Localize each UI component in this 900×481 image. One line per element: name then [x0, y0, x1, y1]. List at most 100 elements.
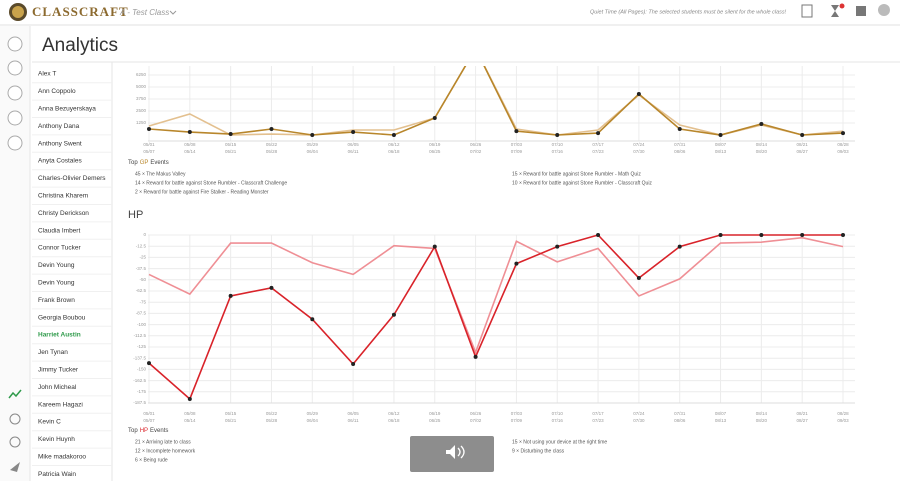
- student-name[interactable]: Kevin C: [38, 419, 61, 426]
- icon[interactable]: [856, 6, 866, 16]
- x-tick-label: 08/28: [837, 411, 849, 416]
- logo-text[interactable]: CLASSCRAFT: [32, 4, 129, 19]
- nav-icon[interactable]: [7, 135, 23, 151]
- nav-icon[interactable]: [7, 85, 23, 101]
- nav-help[interactable]: [9, 436, 21, 448]
- x-tick-label-end: 06/04: [307, 149, 319, 154]
- nav-icon[interactable]: [7, 36, 23, 52]
- icon[interactable]: [831, 5, 839, 17]
- student-name[interactable]: Kevin Huynh: [38, 436, 75, 443]
- point: [432, 244, 437, 249]
- x-tick-label: 08/07: [715, 142, 727, 147]
- student-name[interactable]: Christy Derickson: [38, 210, 89, 217]
- student-name[interactable]: John Micheal: [38, 384, 77, 391]
- event-item: 15 × Reward for battle against Stone Rum…: [512, 171, 641, 177]
- point: [555, 244, 560, 249]
- x-tick-label-end: 05/14: [184, 149, 196, 154]
- series: [148, 236, 844, 355]
- student-name[interactable]: Anthony Dana: [38, 123, 80, 130]
- x-tick-label: 05/29: [307, 411, 319, 416]
- events-title: Top HP Events: [128, 428, 168, 434]
- student-name[interactable]: Ann Coppolo: [38, 88, 76, 95]
- avatar[interactable]: [878, 4, 890, 16]
- student-name[interactable]: Frank Brown: [38, 297, 75, 304]
- student-name[interactable]: Harriet Austin: [38, 332, 81, 339]
- series-line: [148, 236, 844, 355]
- y-tick-label: -137.5: [133, 355, 146, 360]
- student-name[interactable]: Claudia Imbert: [38, 227, 80, 234]
- y-tick-label: -175: [137, 389, 147, 394]
- page-title: Analytics: [42, 35, 118, 56]
- x-tick-label: 08/14: [756, 142, 768, 147]
- events-title-stat: HP: [140, 428, 148, 434]
- point: [351, 130, 356, 135]
- x-tick-label-end: 09/03: [837, 149, 849, 154]
- x-tick-label-end: 09/03: [837, 418, 849, 423]
- student-name[interactable]: Anna Bezuyerskaya: [38, 106, 96, 113]
- logo-icon-inner: [12, 6, 24, 18]
- nav-analytics[interactable]: [8, 389, 22, 399]
- x-tick-label-end: 06/11: [348, 149, 359, 154]
- x-tick-label: 06/12: [388, 142, 400, 147]
- x-tick-label: 08/07: [715, 411, 727, 416]
- x-tick-label: 08/28: [837, 142, 849, 147]
- point: [310, 133, 315, 137]
- student-name[interactable]: Jimmy Tucker: [38, 367, 79, 374]
- x-tick-label: 07/03: [511, 142, 523, 147]
- x-tick-label-end: 08/13: [715, 418, 727, 423]
- point: [841, 233, 845, 237]
- x-tick-label: 06/19: [429, 411, 441, 416]
- events-title-suffix: Events: [150, 160, 168, 166]
- student-name[interactable]: Devin Young: [38, 280, 75, 287]
- student-name[interactable]: Anyta Costales: [38, 158, 82, 165]
- point: [147, 127, 151, 131]
- y-tick-label: -37.5: [136, 266, 147, 271]
- point: [636, 92, 641, 97]
- nav-icon[interactable]: [7, 110, 23, 126]
- point: [473, 354, 478, 359]
- x-tick-label-end: 05/07: [143, 149, 155, 154]
- series: [147, 233, 845, 401]
- student-name[interactable]: Christina Kharem: [38, 193, 88, 200]
- x-tick-label-end: 05/07: [143, 418, 155, 423]
- point: [677, 127, 682, 131]
- student-name[interactable]: Charles-Olivier Demers: [38, 175, 106, 182]
- point: [269, 285, 274, 290]
- events-title-suffix: Events: [150, 428, 168, 434]
- event-item: 14 × Reward for battle against Stone Rum…: [135, 180, 287, 186]
- point: [432, 116, 437, 121]
- nav-icon[interactable]: [7, 60, 23, 76]
- point: [718, 233, 723, 237]
- student-name[interactable]: Alex T: [38, 71, 56, 78]
- event-item: 12 × Incomplete homework: [135, 448, 196, 454]
- student-name[interactable]: Patricia Wain: [38, 471, 76, 478]
- point: [759, 233, 764, 237]
- x-tick-label-end: 05/21: [225, 418, 237, 423]
- student-name[interactable]: Anthony Swent: [38, 140, 82, 147]
- student-name[interactable]: Jen Tynan: [38, 349, 68, 356]
- x-tick-label: 05/01: [143, 411, 155, 416]
- event-item: 10 × Reward for battle against Stone Rum…: [512, 180, 652, 186]
- x-tick-label-end: 05/21: [225, 149, 237, 154]
- nav-send[interactable]: [10, 462, 20, 472]
- class-selector[interactable]: A - Test Class: [119, 8, 169, 17]
- student-name[interactable]: Georgia Boubou: [38, 314, 86, 321]
- chart-title: HP: [128, 209, 143, 221]
- nav-settings[interactable]: [9, 413, 21, 425]
- student-name[interactable]: Connor Tucker: [38, 245, 81, 252]
- series: [147, 66, 845, 137]
- speaker-icon: [446, 445, 455, 459]
- point: [514, 261, 519, 266]
- student-name[interactable]: Kareem Hagazi: [38, 401, 83, 408]
- point: [228, 132, 233, 137]
- point: [351, 362, 356, 367]
- x-tick-label: 05/15: [225, 142, 237, 147]
- student-name[interactable]: Mike madakoroo: [38, 454, 86, 461]
- x-tick-label-end: 06/11: [348, 418, 359, 423]
- student-name[interactable]: Devin Young: [38, 262, 75, 269]
- events-title-prefix: Top: [128, 428, 138, 434]
- icon[interactable]: [801, 4, 813, 18]
- x-tick-label: 06/19: [429, 142, 441, 147]
- x-tick-label: 06/12: [388, 411, 400, 416]
- x-tick-label: 05/29: [307, 142, 319, 147]
